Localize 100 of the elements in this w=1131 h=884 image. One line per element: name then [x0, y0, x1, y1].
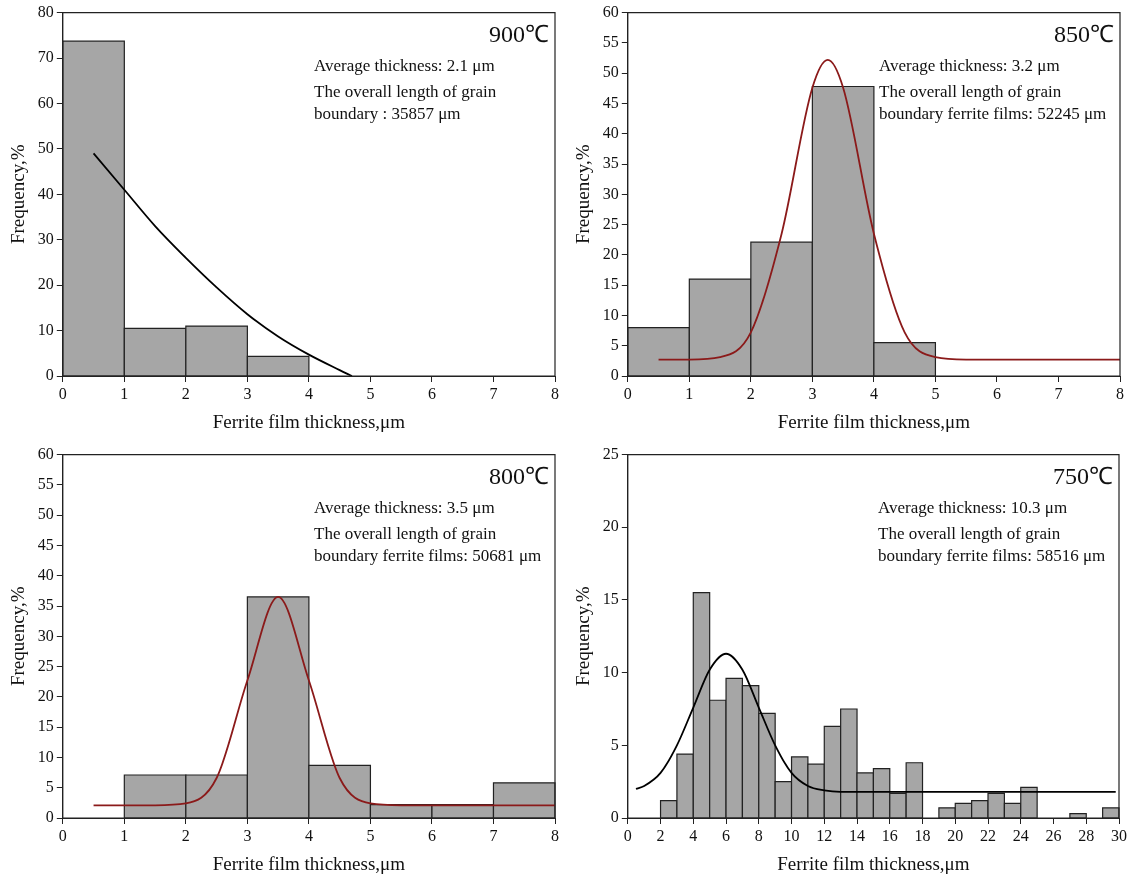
y-tick-label: 30	[37, 229, 54, 247]
x-tick-label: 28	[1078, 826, 1095, 844]
y-tick-label: 10	[602, 662, 619, 680]
line-series	[635, 652, 1117, 793]
x-tick-label: 6	[427, 384, 436, 402]
y-tick-label: 10	[37, 747, 54, 765]
x-tick-label: 8	[1116, 384, 1124, 402]
x-tick-label: 3	[808, 384, 817, 402]
x-tick-label: 26	[1045, 826, 1062, 844]
x-tick-label: 7	[489, 384, 498, 402]
x-tick-label: 4	[304, 826, 313, 844]
y-tick-label: 40	[602, 123, 619, 141]
y-tick-label: 40	[37, 184, 54, 202]
x-tick-label: 22	[980, 826, 997, 844]
y-tick-label: 45	[37, 535, 54, 553]
x-tick-label: 1	[120, 384, 129, 402]
annotation: Average thickness: 10.3 μm	[878, 496, 1069, 519]
y-tick-label: 15	[602, 590, 619, 608]
y-tick-label: 15	[602, 275, 619, 293]
annotation: Average thickness: 2.1 μm	[314, 54, 496, 77]
x-tick-label: 5	[366, 826, 375, 844]
y-tick-label: 5	[610, 335, 619, 353]
x-tick-label: 2	[656, 826, 665, 844]
x-tick-label: 4	[304, 384, 313, 402]
y-tick-label: 20	[37, 687, 54, 705]
x-axis-title: Ferrite film thickness,μm	[777, 410, 971, 432]
y-tick-label: 10	[37, 320, 54, 338]
x-tick-label: 7	[1054, 384, 1063, 402]
x-tick-label: 4	[689, 826, 698, 844]
y-tick-label: 55	[37, 475, 54, 493]
y-tick-label: 15	[37, 717, 54, 735]
x-tick-label: 0	[623, 826, 632, 844]
y-axis-title: Frequency,%	[572, 586, 594, 687]
y-tick-label: 60	[602, 2, 619, 20]
x-tick-label: 8	[754, 826, 763, 844]
y-tick-label: 35	[37, 596, 54, 614]
x-tick-label: 2	[181, 826, 190, 844]
annotation: Average thickness: 3.5 μm	[314, 496, 496, 519]
line-series	[657, 58, 1120, 361]
y-axis-title: Frequency,%	[7, 144, 29, 245]
y-tick-label: 10	[602, 305, 619, 323]
y-tick-label: 50	[602, 63, 619, 81]
x-tick-label: 8	[551, 826, 559, 844]
annotation: Average thickness: 3.2 μm	[879, 54, 1061, 77]
x-tick-label: 0	[58, 384, 67, 402]
x-tick-label: 18	[914, 826, 931, 844]
x-axis-title: Ferrite film thickness,μm	[777, 852, 970, 874]
y-tick-label: 20	[602, 245, 619, 263]
x-tick-label: 4	[869, 384, 878, 402]
x-tick-label: 14	[849, 826, 866, 844]
x-tick-label: 2	[181, 384, 190, 402]
annotation: The overall length of grain boundary ferrite films: 52245 μm	[879, 80, 1108, 125]
x-tick-label: 2	[746, 384, 755, 402]
x-tick-label: 16	[881, 826, 898, 844]
y-tick-label: 5	[45, 777, 54, 795]
x-tick-label: 12	[816, 826, 833, 844]
x-axis-title: Ferrite film thickness,μm	[212, 410, 406, 432]
y-tick-label: 25	[602, 444, 619, 462]
y-tick-label: 50	[37, 139, 54, 157]
x-tick-label: 3	[243, 384, 252, 402]
y-tick-label: 0	[610, 366, 619, 384]
y-tick-label: 55	[602, 33, 619, 51]
x-tick-label: 0	[623, 384, 632, 402]
x-tick-label: 6	[427, 826, 436, 844]
y-tick-label: 70	[37, 48, 54, 66]
y-tick-label: 50	[37, 505, 54, 523]
annotation: 850℃	[1053, 19, 1114, 49]
y-tick-label: 25	[37, 656, 54, 674]
y-axis-title: Frequency,%	[572, 144, 594, 245]
y-tick-label: 35	[602, 154, 619, 172]
y-tick-label: 30	[602, 184, 619, 202]
annotation: 900℃	[488, 19, 549, 49]
y-tick-label: 20	[602, 517, 619, 535]
x-tick-label: 30	[1111, 826, 1127, 844]
y-tick-label: 60	[37, 93, 54, 111]
x-tick-label: 20	[947, 826, 964, 844]
annotation: The overall length of grain boundary ferrite films: 50681 μm	[314, 522, 543, 567]
x-tick-label: 3	[243, 826, 252, 844]
x-tick-label: 6	[992, 384, 1001, 402]
y-tick-label: 20	[37, 275, 54, 293]
x-tick-label: 6	[722, 826, 731, 844]
y-tick-label: 0	[610, 808, 619, 826]
line-series	[92, 596, 555, 807]
y-tick-label: 5	[610, 735, 619, 753]
x-tick-label: 0	[58, 826, 67, 844]
y-tick-label: 40	[37, 565, 54, 583]
x-tick-label: 5	[931, 384, 940, 402]
x-axis-title: Ferrite film thickness,μm	[212, 852, 406, 874]
x-tick-label: 24	[1012, 826, 1029, 844]
annotation: The overall length of grain boundary ferrite films: 58516 μm	[878, 522, 1107, 567]
x-tick-label: 5	[366, 384, 375, 402]
x-tick-label: 1	[120, 826, 129, 844]
x-tick-label: 10	[783, 826, 800, 844]
x-tick-label: 8	[551, 384, 559, 402]
x-tick-label: 1	[685, 384, 694, 402]
line-series	[92, 152, 353, 376]
annotation: The overall length of grain boundary : 35857 μm	[314, 80, 498, 125]
y-axis-title: Frequency,%	[7, 586, 29, 687]
x-tick-label: 7	[489, 826, 498, 844]
annotation: 750℃	[1052, 461, 1113, 491]
